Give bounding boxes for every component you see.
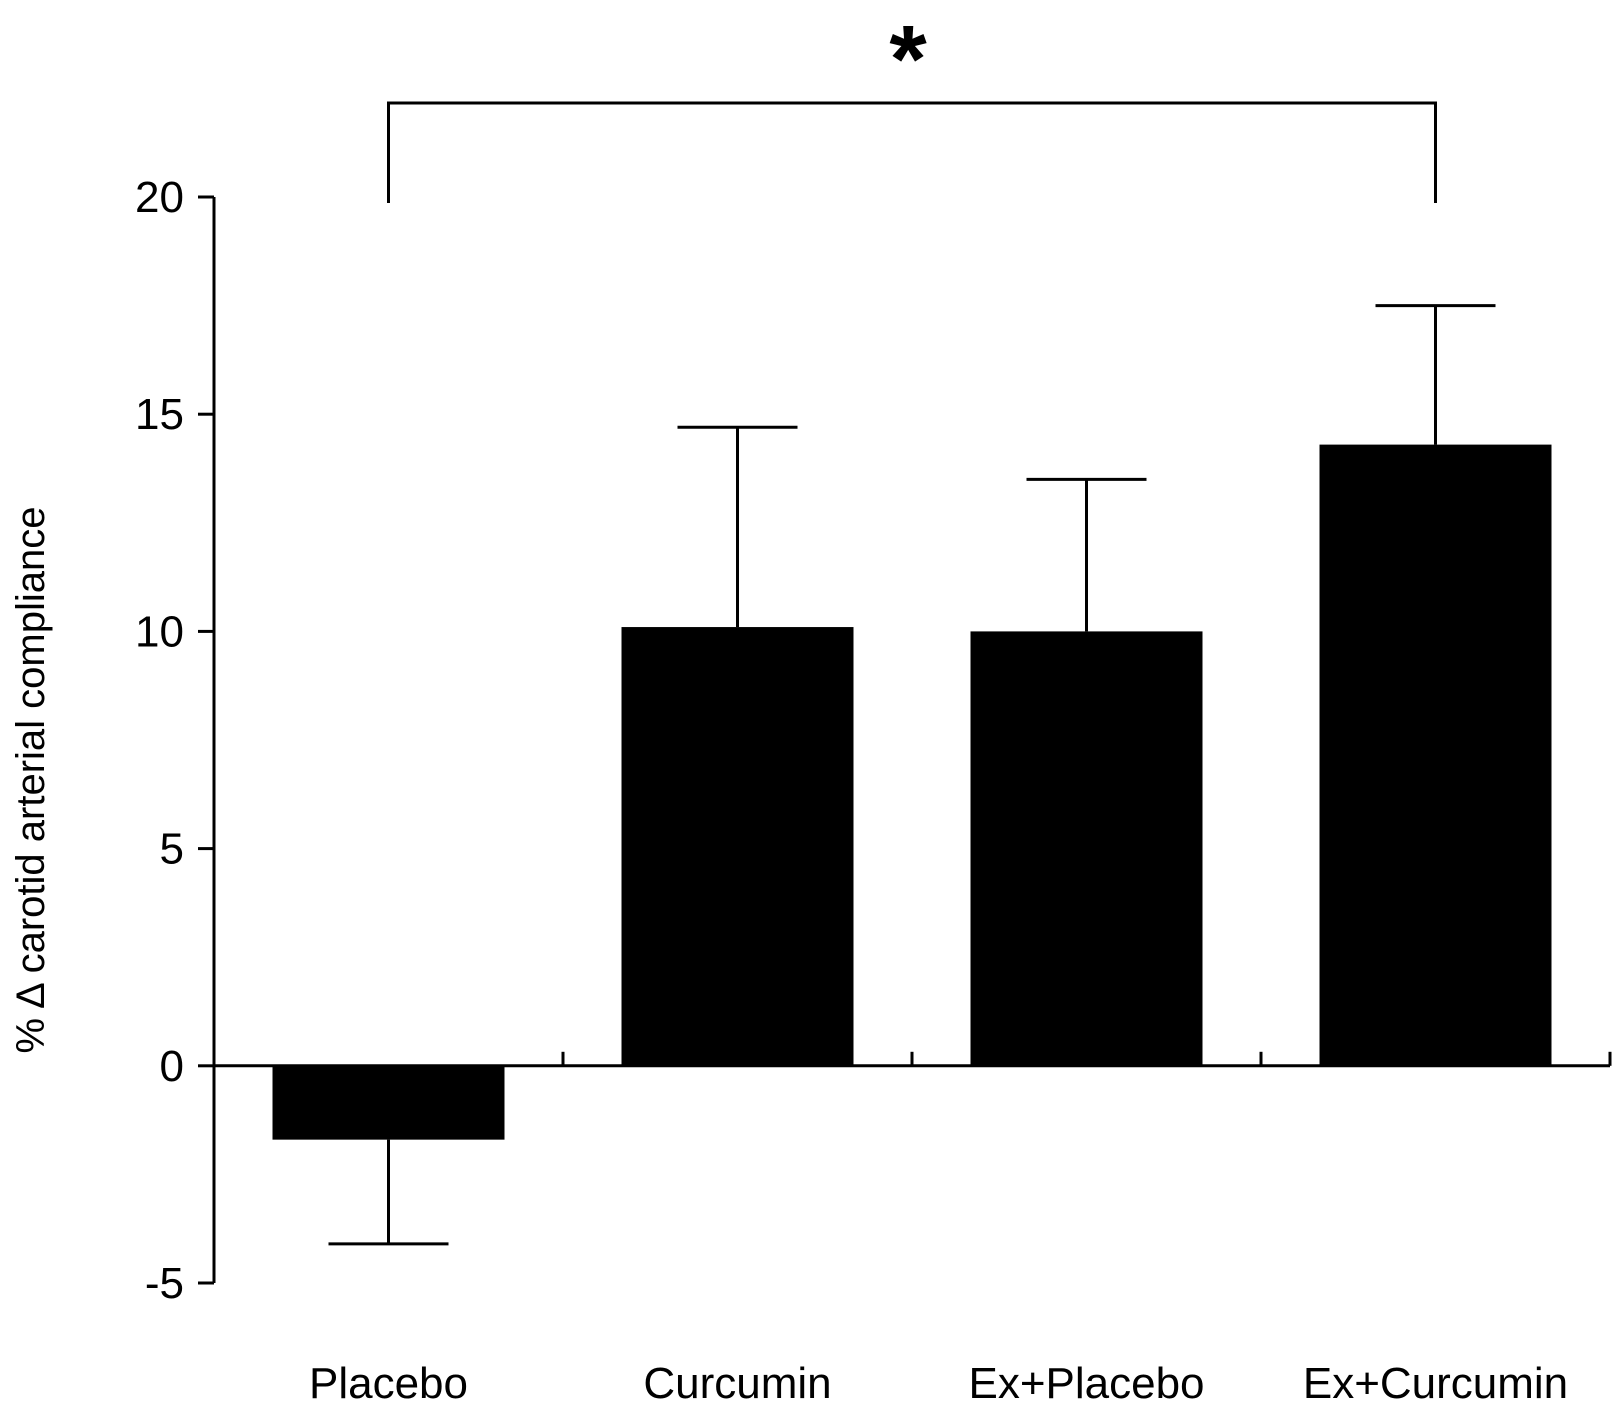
y-tick-label: 20 [135,173,184,222]
error-bars-layer [328,304,1496,1246]
bars-layer [272,444,1552,1140]
x-category-label: Curcumin [643,1359,831,1408]
significance-bracket: * [387,6,1437,203]
x-category-label: Ex+Placebo [968,1359,1204,1408]
bar-ex-curcumin [1319,444,1552,1066]
x-category-label: Ex+Curcumin [1303,1359,1568,1408]
y-tick-label: 5 [160,825,184,874]
y-tick-label: 10 [135,607,184,656]
y-tick-label: 0 [160,1042,184,1091]
y-axis-title: % Δ carotid arterial compliance [9,507,53,1054]
bar-ex-placebo [970,631,1203,1066]
x-ticks-layer [561,1051,1612,1066]
x-category-label: Placebo [309,1359,468,1408]
bar-curcumin [621,627,854,1066]
significance-asterisk: * [889,6,927,113]
bar-placebo [272,1065,505,1140]
y-tick-label: 15 [135,390,184,439]
significance-bracket-line [387,101,1437,203]
y-ticks-layer: -5 0 5 10 15 20 [135,173,214,1308]
category-labels-layer: Placebo Curcumin Ex+Placebo Ex+Curcumin [309,1359,1568,1408]
y-tick-label: -5 [145,1259,184,1308]
